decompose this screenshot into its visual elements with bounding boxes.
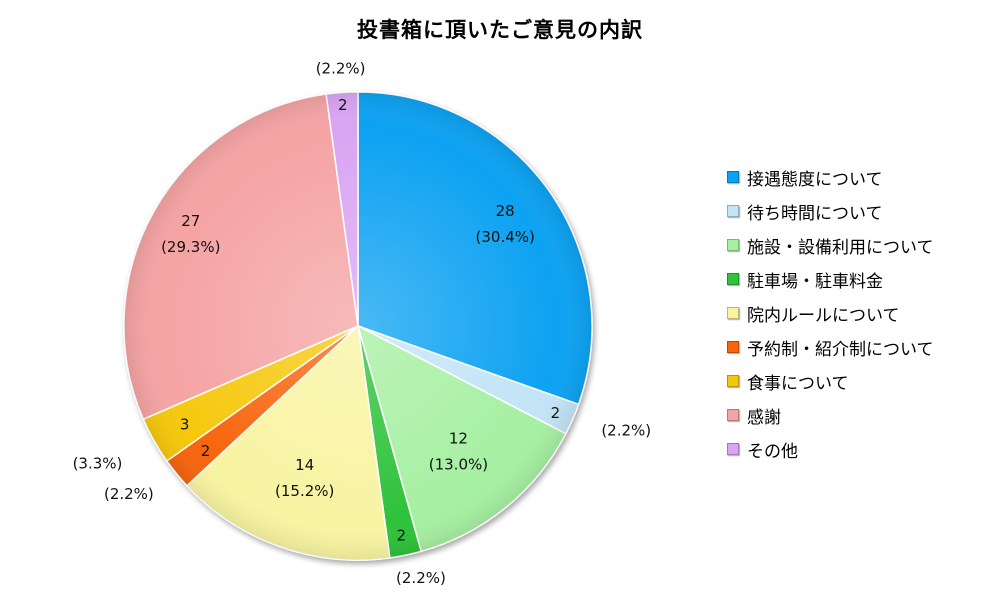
legend: 接遇態度について 待ち時間について施設・設備利用について 駐車場・駐車料金 院内ルール… bbox=[727, 160, 997, 466]
legend-item: 予約制・紹介制について bbox=[727, 330, 997, 364]
legend-swatch bbox=[727, 239, 739, 251]
slice-percent-label: (2.2%) bbox=[316, 60, 366, 78]
legend-item: その他 bbox=[727, 432, 997, 466]
legend-label: 駐車場・駐車料金 bbox=[747, 271, 883, 292]
legend-swatch bbox=[727, 171, 739, 183]
slice-percent-label: (2.2%) bbox=[396, 569, 446, 587]
legend-label: その他 bbox=[747, 441, 798, 462]
legend-swatch bbox=[727, 205, 739, 217]
slice-percent-label: (29.3%) bbox=[161, 238, 220, 256]
slice-value-label: 2 bbox=[201, 442, 211, 460]
slice-percent-label: (30.4%) bbox=[476, 228, 535, 246]
slice-percent-label: (15.2%) bbox=[275, 482, 334, 500]
slice-value-label: 3 bbox=[180, 415, 190, 433]
slice-value-label: 2 bbox=[551, 404, 561, 422]
legend-label: 待ち時間について bbox=[747, 203, 883, 224]
legend-label: 感謝 bbox=[747, 407, 781, 428]
slice-value-label: 27 bbox=[181, 212, 200, 230]
legend-item: 接遇態度について bbox=[727, 160, 997, 194]
legend-item: 駐車場・駐車料金 bbox=[727, 262, 997, 296]
legend-label: 接遇態度について bbox=[747, 169, 883, 190]
slice-value-label: 2 bbox=[397, 526, 407, 544]
legend-swatch bbox=[727, 375, 739, 387]
legend-swatch bbox=[727, 307, 739, 319]
legend-swatch bbox=[727, 273, 739, 285]
slice-percent-label: (3.3%) bbox=[73, 455, 123, 473]
legend-item: 感謝 bbox=[727, 398, 997, 432]
legend-swatch bbox=[727, 409, 739, 421]
chart-title: 投書箱に頂いたご意見の内訳 bbox=[357, 18, 643, 42]
legend-label: 施設・設備利用について bbox=[747, 237, 934, 258]
slice-percent-label: (2.2%) bbox=[104, 485, 154, 503]
legend-item: 施設・設備利用について bbox=[727, 228, 997, 262]
legend-item: 待ち時間について bbox=[727, 194, 997, 228]
slice-percent-label: (13.0%) bbox=[429, 455, 488, 473]
slice-value-label: 28 bbox=[496, 202, 515, 220]
legend-label: 食事について bbox=[747, 373, 849, 394]
legend-item: 院内ルールについて bbox=[727, 296, 997, 330]
slice-value-label: 12 bbox=[449, 429, 468, 447]
legend-swatch bbox=[727, 443, 739, 455]
legend-item: 食事について bbox=[727, 364, 997, 398]
legend-label: 予約制・紹介制について bbox=[747, 339, 934, 360]
slice-value-label: 2 bbox=[338, 96, 348, 114]
legend-label: 院内ルールについて bbox=[747, 305, 900, 326]
legend-swatch bbox=[727, 341, 739, 353]
slice-value-label: 14 bbox=[295, 456, 314, 474]
slice-percent-label: (2.2%) bbox=[601, 421, 651, 439]
